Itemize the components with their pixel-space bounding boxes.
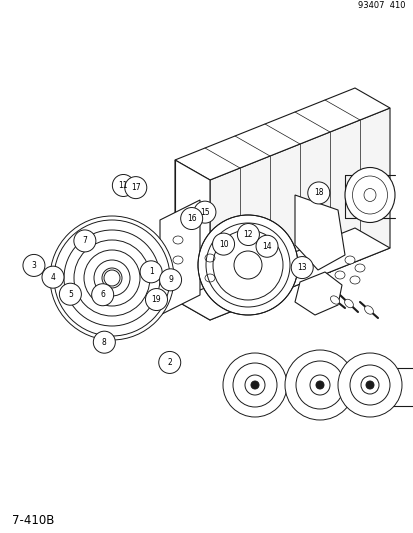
Circle shape: [74, 230, 96, 252]
Circle shape: [112, 174, 134, 197]
Circle shape: [159, 269, 181, 291]
Ellipse shape: [204, 254, 214, 262]
Circle shape: [50, 216, 173, 340]
Circle shape: [91, 284, 114, 306]
Text: 16: 16: [186, 214, 196, 223]
Text: 3: 3: [31, 261, 36, 270]
Polygon shape: [175, 228, 389, 320]
Text: 11: 11: [119, 181, 128, 190]
Ellipse shape: [351, 176, 387, 214]
Circle shape: [250, 381, 259, 389]
Polygon shape: [294, 272, 341, 315]
Circle shape: [365, 381, 373, 389]
Circle shape: [42, 266, 64, 288]
Circle shape: [59, 283, 81, 305]
Text: 8: 8: [102, 338, 107, 346]
Text: 18: 18: [313, 189, 323, 197]
Circle shape: [307, 182, 329, 204]
Circle shape: [284, 350, 354, 420]
Text: 6: 6: [100, 290, 105, 299]
Ellipse shape: [173, 256, 183, 264]
Circle shape: [193, 201, 216, 223]
Circle shape: [233, 251, 261, 279]
Circle shape: [360, 376, 378, 394]
Polygon shape: [391, 368, 413, 406]
Circle shape: [255, 235, 278, 257]
Circle shape: [197, 215, 297, 315]
Text: 2: 2: [167, 358, 172, 367]
Circle shape: [315, 381, 323, 389]
Ellipse shape: [330, 296, 339, 304]
Ellipse shape: [173, 236, 183, 244]
Ellipse shape: [204, 274, 214, 282]
Text: 15: 15: [199, 208, 209, 216]
Circle shape: [244, 375, 264, 395]
Polygon shape: [175, 88, 389, 180]
Text: 9: 9: [168, 276, 173, 284]
Circle shape: [140, 261, 162, 283]
Ellipse shape: [344, 299, 353, 308]
Text: 1: 1: [148, 268, 153, 276]
Circle shape: [23, 254, 45, 277]
Polygon shape: [175, 160, 209, 320]
Text: 17: 17: [131, 183, 140, 192]
Circle shape: [158, 351, 180, 374]
Polygon shape: [159, 200, 199, 315]
Ellipse shape: [344, 256, 354, 264]
Ellipse shape: [354, 264, 364, 272]
Text: 14: 14: [261, 242, 271, 251]
Text: 7: 7: [82, 237, 87, 245]
Circle shape: [212, 233, 234, 255]
Circle shape: [337, 353, 401, 417]
Circle shape: [124, 176, 147, 199]
Ellipse shape: [363, 189, 375, 201]
Circle shape: [180, 207, 202, 230]
Circle shape: [290, 256, 313, 279]
Circle shape: [104, 270, 120, 286]
Text: 7-410B: 7-410B: [12, 514, 55, 527]
Ellipse shape: [349, 276, 359, 284]
Circle shape: [145, 288, 167, 311]
Circle shape: [93, 331, 115, 353]
Polygon shape: [209, 108, 389, 320]
Text: 13: 13: [297, 263, 306, 272]
Text: 10: 10: [218, 240, 228, 248]
Text: 5: 5: [68, 290, 73, 298]
Ellipse shape: [364, 306, 373, 314]
Text: 4: 4: [50, 273, 55, 281]
Text: 19: 19: [151, 295, 161, 304]
Circle shape: [309, 375, 329, 395]
Circle shape: [237, 223, 259, 246]
Ellipse shape: [334, 271, 344, 279]
Polygon shape: [294, 195, 344, 270]
Circle shape: [223, 353, 286, 417]
Text: 12: 12: [243, 230, 252, 239]
Text: 93407  410: 93407 410: [357, 1, 405, 10]
Ellipse shape: [344, 167, 394, 222]
